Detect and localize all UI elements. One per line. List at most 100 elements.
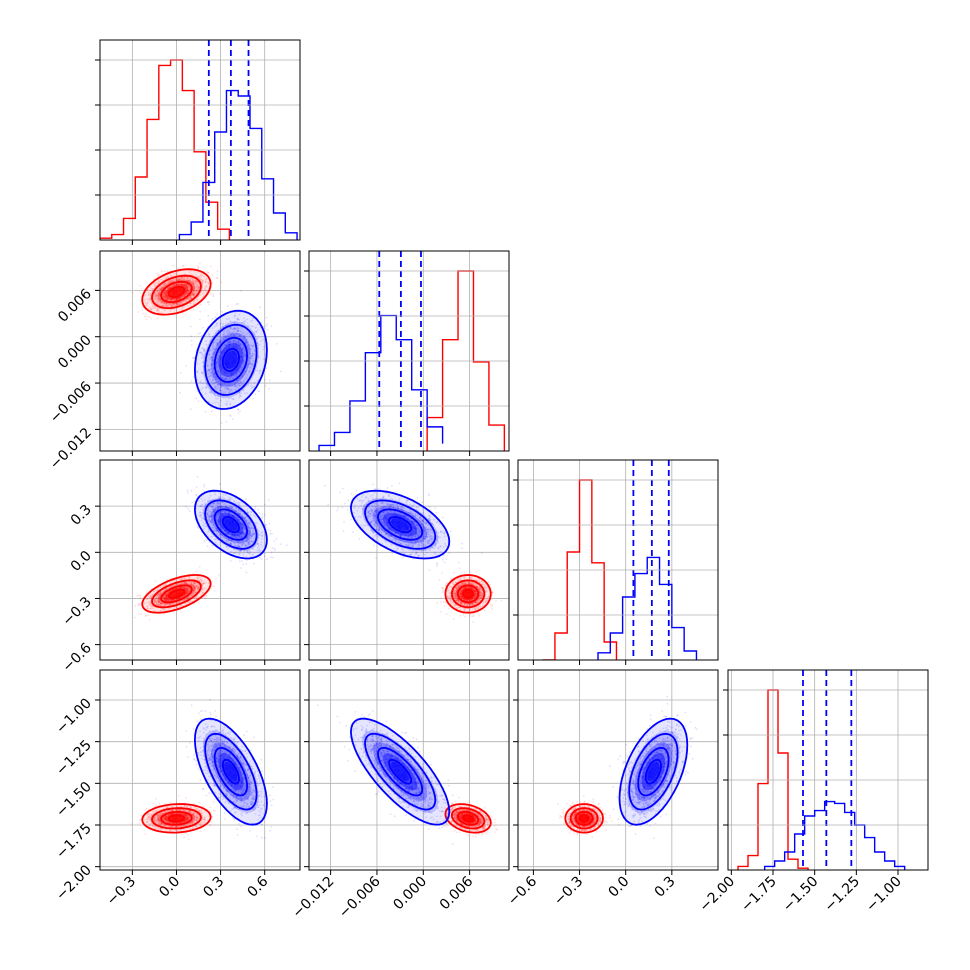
blue-sample-point	[212, 342, 215, 345]
blue-sample-point	[243, 334, 245, 337]
red-sample-point	[156, 299, 159, 302]
red-sample-point	[164, 282, 167, 285]
blue-sample-point	[224, 371, 227, 373]
blue-sample-point	[210, 410, 213, 413]
blue-sample-point	[215, 375, 217, 377]
blue-sample-point	[235, 341, 237, 343]
red-sample-point	[165, 291, 168, 294]
blue-sample-point	[240, 567, 243, 569]
blue-sample-point	[230, 372, 233, 375]
red-sample-point	[175, 278, 177, 281]
red-sample-point	[164, 289, 167, 292]
blue-sample-point	[220, 376, 223, 379]
blue-sample-point	[225, 344, 228, 347]
red-sample-point	[172, 280, 175, 283]
red-sample-point	[166, 289, 169, 292]
red-sample-point	[173, 303, 176, 305]
red-sample-point	[160, 311, 163, 314]
blue-sample-point	[238, 391, 240, 394]
blue-sample-point	[216, 342, 219, 345]
blue-sample-point	[222, 336, 225, 338]
red-sample-point	[201, 286, 204, 288]
red-sample-point	[176, 298, 178, 300]
blue-sample-point	[202, 365, 205, 368]
blue-sample-point	[234, 314, 237, 317]
red-sample-point	[157, 298, 160, 300]
blue-sample-point	[237, 342, 240, 345]
red-sample-point	[182, 293, 185, 296]
blue-sample-point	[209, 391, 212, 394]
blue-sample-point	[220, 352, 223, 355]
blue-sample-point	[223, 346, 226, 349]
blue-sample-point	[242, 347, 244, 350]
red-sample-point	[186, 297, 189, 300]
blue-sample-point	[258, 369, 261, 372]
red-sample-point	[174, 277, 177, 280]
red-sample-point	[163, 305, 165, 308]
blue-sample-point	[232, 345, 235, 348]
blue-sample-point	[208, 335, 211, 338]
blue-sample-point	[214, 395, 217, 397]
red-sample-point	[193, 292, 196, 295]
red-sample-point	[170, 298, 173, 301]
blue-sample-point	[240, 368, 243, 371]
blue-sample-point	[259, 369, 262, 372]
blue-sample-point	[246, 345, 249, 348]
red-sample-point	[150, 309, 153, 311]
blue-sample-point	[265, 316, 268, 319]
red-sample-point	[156, 294, 159, 297]
red-sample-point	[166, 299, 169, 301]
blue-sample-point	[219, 399, 222, 402]
red-sample-point	[159, 288, 161, 290]
blue-sample-point	[241, 348, 244, 350]
blue-sample-point	[251, 362, 254, 365]
red-sample-point	[187, 286, 189, 288]
red-sample-point	[154, 294, 157, 297]
blue-sample-point	[224, 344, 227, 347]
red-sample-point	[204, 280, 207, 283]
blue-sample-point	[231, 384, 234, 387]
red-sample-point	[134, 605, 137, 608]
blue-sample-point	[236, 368, 239, 371]
blue-sample-point	[211, 327, 214, 330]
red-sample-point	[149, 294, 152, 297]
red-sample-point	[186, 298, 189, 301]
red-sample-point	[187, 285, 190, 287]
red-sample-point	[173, 302, 175, 305]
blue-sample-point	[238, 348, 241, 350]
blue-histogram	[318, 314, 444, 451]
red-sample-point	[176, 298, 179, 301]
blue-sample-point	[220, 351, 223, 354]
red-sample-point	[196, 280, 199, 283]
red-sample-point	[174, 304, 176, 307]
red-sample-point	[189, 280, 192, 282]
red-sample-point	[169, 299, 172, 302]
histogram-panel-0	[95, 39, 301, 245]
red-sample-point	[195, 280, 198, 283]
red-sample-point	[165, 295, 168, 297]
scatter-panel-2-0: −0.6−0.30.00.3	[59, 459, 301, 675]
red-sample-point	[195, 298, 198, 301]
red-sample-point	[194, 292, 197, 294]
blue-sample-point	[230, 334, 233, 337]
blue-sample-point	[236, 369, 238, 372]
blue-sample-point	[235, 389, 238, 391]
blue-sample-point	[222, 382, 224, 384]
red-sample-point	[195, 292, 198, 294]
red-sample-point	[193, 282, 196, 285]
blue-sample-point	[244, 342, 247, 344]
red-sample-point	[164, 292, 166, 295]
blue-sample-point	[238, 318, 241, 321]
blue-sample-point	[220, 389, 223, 392]
blue-sample-point	[233, 341, 235, 344]
red-sample-point	[212, 585, 215, 588]
blue-sample-point	[230, 373, 233, 376]
blue-sample-point	[241, 360, 244, 362]
blue-sample-point	[220, 348, 223, 351]
blue-sample-point	[242, 348, 245, 351]
red-sample-point	[166, 297, 168, 300]
red-sample-point	[190, 277, 192, 280]
red-sample-point	[152, 296, 155, 298]
red-sample-point	[158, 294, 160, 297]
red-sample-point	[184, 313, 187, 316]
